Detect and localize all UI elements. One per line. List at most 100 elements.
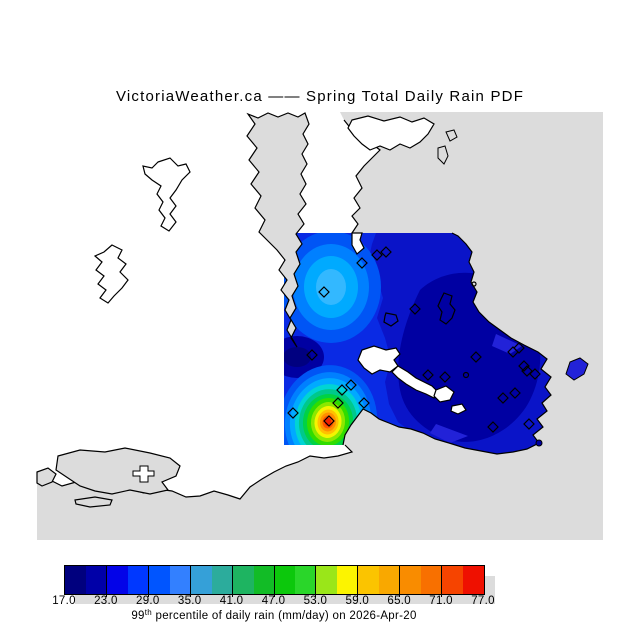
contour-ring bbox=[284, 347, 311, 367]
colorbar-cell bbox=[65, 566, 86, 594]
page-title: VictoriaWeather.ca —— Spring Total Daily… bbox=[115, 88, 525, 105]
north-bay bbox=[347, 115, 435, 151]
colorbar-tick-label: 65.0 bbox=[387, 595, 411, 607]
island-tiny bbox=[535, 439, 543, 447]
station-diamond-marker bbox=[287, 407, 299, 419]
colorbar-cell bbox=[148, 566, 170, 594]
colorbar-tick-label: 35.0 bbox=[177, 595, 202, 607]
colorbar-tick bbox=[399, 565, 401, 597]
lake-outline-south bbox=[93, 244, 129, 304]
lake-outline-north bbox=[142, 157, 191, 232]
colorbar-cell bbox=[190, 566, 212, 594]
station-diamond-marker bbox=[345, 379, 357, 391]
colorbar-cell bbox=[442, 566, 464, 594]
station-diamond-marker bbox=[439, 371, 451, 383]
coastline-field-east bbox=[342, 232, 552, 455]
coastal-wedge bbox=[430, 424, 468, 443]
colorbar-cell bbox=[253, 566, 275, 594]
colorbar-tick bbox=[147, 565, 149, 597]
colorbar-tick bbox=[105, 565, 107, 597]
colorbar-cell bbox=[295, 566, 317, 594]
spit bbox=[74, 496, 113, 508]
colorbar-tick-label: 29.0 bbox=[136, 595, 160, 607]
colorbar-tick-label: 59.0 bbox=[345, 595, 370, 607]
colorbar-cell bbox=[274, 566, 296, 594]
station-diamond-marker bbox=[521, 365, 533, 377]
station-diamond-marker bbox=[318, 286, 330, 298]
southwest-land-blobs bbox=[36, 447, 181, 508]
colorbar-cell bbox=[127, 566, 149, 594]
contour-ring bbox=[316, 269, 346, 305]
station-diamond-marker bbox=[487, 421, 499, 433]
station-diamond-marker bbox=[356, 257, 368, 269]
colorbar-cell bbox=[379, 566, 401, 594]
island-east bbox=[565, 357, 589, 381]
inlet-land-arm bbox=[246, 112, 310, 348]
dark-rain-patch bbox=[284, 336, 324, 378]
colorbar-cell bbox=[400, 566, 422, 594]
colorbar-tick bbox=[231, 565, 233, 597]
colorbar-tick bbox=[357, 565, 359, 597]
colorbar-tick-label: 23.0 bbox=[94, 595, 118, 607]
colorbar-tick-label: 77.0 bbox=[471, 595, 495, 607]
station-diamond-marker bbox=[523, 418, 535, 430]
colorbar-cell bbox=[421, 566, 443, 594]
colorbar-cell bbox=[106, 566, 128, 594]
islet-outline bbox=[445, 129, 458, 142]
station-diamond-marker bbox=[380, 246, 392, 258]
station-diamond-marker bbox=[358, 397, 370, 409]
station-diamond-marker bbox=[306, 349, 318, 361]
sooke-lake bbox=[132, 465, 155, 483]
station-markers bbox=[287, 246, 541, 433]
station-diamond-marker bbox=[422, 369, 434, 381]
colorbar-tick bbox=[441, 565, 443, 597]
station-diamond-marker bbox=[323, 415, 335, 427]
colorbar-cell bbox=[85, 566, 107, 594]
colorbar-cell bbox=[211, 566, 233, 594]
colorbar-tick-label: 53.0 bbox=[303, 595, 328, 607]
harbour-channel bbox=[391, 365, 439, 399]
station-diamond-marker bbox=[513, 342, 525, 354]
harbour-east bbox=[433, 385, 455, 403]
station-diamond-marker bbox=[518, 360, 530, 372]
colorbar-cell bbox=[316, 566, 338, 594]
sooke-basin bbox=[55, 447, 181, 495]
field-islands bbox=[535, 357, 589, 447]
colorbar-tick-label: 17.0 bbox=[52, 595, 76, 607]
station-diamond-marker bbox=[529, 368, 541, 380]
colorbar-tick bbox=[315, 565, 317, 597]
station-diamond-marker bbox=[509, 387, 521, 399]
harbours bbox=[357, 345, 467, 415]
lake-outline-elk bbox=[437, 292, 456, 325]
colorbar bbox=[64, 565, 485, 595]
colorbar-tick-label: 41.0 bbox=[219, 595, 244, 607]
station-diamond-marker bbox=[371, 249, 383, 261]
light-rain-patch bbox=[284, 233, 381, 343]
colorbar-cell bbox=[337, 566, 359, 594]
colorbar-tick-label: 71.0 bbox=[429, 595, 453, 607]
colorbar-cell bbox=[169, 566, 191, 594]
station-diamond-marker bbox=[332, 397, 344, 409]
colorbar-tick-label: 47.0 bbox=[261, 595, 286, 607]
colorbar-cell bbox=[463, 566, 485, 594]
islet-outline bbox=[437, 145, 449, 165]
caption-superscript: th bbox=[144, 608, 153, 617]
caption-prefix: 99 bbox=[131, 610, 145, 622]
lake-dot bbox=[471, 281, 477, 287]
colorbar-cell bbox=[232, 566, 254, 594]
station-diamond-marker bbox=[470, 351, 482, 363]
colorbar-caption: 99th percentile of daily rain (mm/day) o… bbox=[64, 608, 484, 622]
west-lakes bbox=[93, 157, 191, 304]
caption-rest: percentile of daily rain (mm/day) on 202… bbox=[152, 610, 417, 622]
station-circle-marker bbox=[462, 371, 470, 379]
field-lakes bbox=[383, 281, 477, 327]
station-diamond-marker bbox=[336, 384, 348, 396]
lake-outline-small bbox=[383, 312, 399, 327]
inlet-channel bbox=[351, 232, 365, 255]
station-diamond-marker bbox=[409, 303, 421, 315]
harbour-bay bbox=[450, 403, 467, 415]
station-diamond-marker bbox=[497, 392, 509, 404]
colorbar-tick bbox=[273, 565, 275, 597]
